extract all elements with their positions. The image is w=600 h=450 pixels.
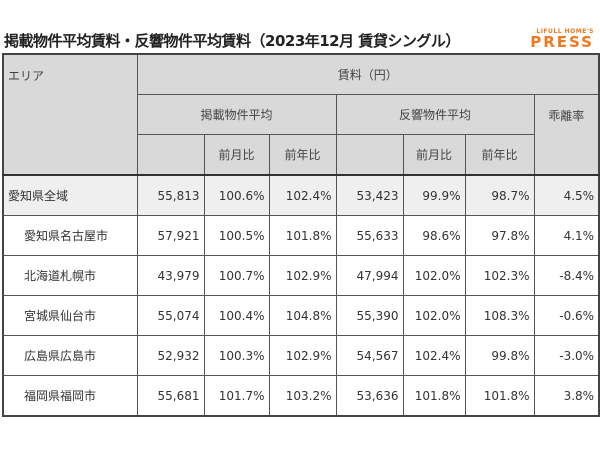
- header-area: エリア: [2, 53, 138, 176]
- cell-response-mom: 102.0%: [402, 295, 466, 336]
- table-row: 福岡県福岡市 55,681 101.7% 103.2% 53,636 101.8% 101.…: [2, 375, 600, 417]
- cell-response-mom: 98.6%: [402, 215, 466, 256]
- header-listed-blank: [136, 134, 205, 176]
- cell-listed-mom: 100.5%: [203, 215, 270, 256]
- cell-response-yoy: 98.7%: [464, 174, 535, 216]
- table-row: 宮城県仙台市 55,074 100.4% 104.8% 55,390 102.0% 108.…: [2, 295, 600, 336]
- cell-area: 愛知県名古屋市: [2, 215, 138, 256]
- lifull-homes-press-logo: LIFULL HOME'S PRESS: [530, 28, 594, 51]
- cell-listed-mom: 100.4%: [203, 295, 270, 336]
- cell-gap: -8.4%: [533, 255, 600, 296]
- cell-gap: 4.1%: [533, 215, 600, 256]
- cell-response-yoy: 99.8%: [464, 335, 535, 376]
- cell-listed-mom: 100.7%: [203, 255, 270, 296]
- cell-response: 47,994: [335, 255, 404, 296]
- header-response-blank: [335, 134, 404, 176]
- cell-listed: 43,979: [136, 255, 205, 296]
- cell-response-mom: 102.0%: [402, 255, 466, 296]
- cell-area: 広島県広島市: [2, 335, 138, 376]
- cell-response-mom: 102.4%: [402, 335, 466, 376]
- table-row: 広島県広島市 52,932 100.3% 102.9% 54,567 102.4% 99.8…: [2, 335, 600, 376]
- cell-area: 北海道札幌市: [2, 255, 138, 296]
- table-row: 北海道札幌市 43,979 100.7% 102.9% 47,994 102.0% 102.…: [2, 255, 600, 296]
- cell-response-yoy: 108.3%: [464, 295, 535, 336]
- cell-listed-mom: 100.3%: [203, 335, 270, 376]
- header-rent: 賃料（円）: [136, 53, 600, 95]
- cell-gap: -3.0%: [533, 335, 600, 376]
- header-gap: 乖離率: [533, 94, 600, 176]
- cell-response: 54,567: [335, 335, 404, 376]
- cell-response-yoy: 97.8%: [464, 215, 535, 256]
- cell-response: 53,636: [335, 375, 404, 417]
- cell-listed: 55,074: [136, 295, 205, 336]
- header-response: 反響物件平均: [335, 94, 535, 135]
- cell-area: 愛知県全域: [2, 174, 138, 216]
- header-response-yoy: 前年比: [464, 134, 535, 176]
- header-listed: 掲載物件平均: [136, 94, 337, 135]
- cell-listed-yoy: 102.9%: [268, 255, 337, 296]
- cell-response-yoy: 102.3%: [464, 255, 535, 296]
- cell-listed-yoy: 101.8%: [268, 215, 337, 256]
- cell-gap: 3.8%: [533, 375, 600, 417]
- cell-area: 福岡県福岡市: [2, 375, 138, 417]
- cell-listed-mom: 101.7%: [203, 375, 270, 417]
- cell-gap: -0.6%: [533, 295, 600, 336]
- cell-gap: 4.5%: [533, 174, 600, 216]
- cell-response-mom: 99.9%: [402, 174, 466, 216]
- rent-table: エリア 賃料（円） 掲載物件平均 反響物件平均 乖離率 前月比 前年比 前月比 …: [2, 53, 600, 417]
- cell-listed: 57,921: [136, 215, 205, 256]
- cell-area: 宮城県仙台市: [2, 295, 138, 336]
- header-response-mom: 前月比: [402, 134, 466, 176]
- logo-small-text: LIFULL HOME'S: [536, 28, 594, 35]
- page-title: 掲載物件平均賃料・反響物件平均賃料（2023年12月 賃貸シングル）: [4, 32, 460, 50]
- cell-response: 55,633: [335, 215, 404, 256]
- cell-listed-yoy: 103.2%: [268, 375, 337, 417]
- cell-response-mom: 101.8%: [402, 375, 466, 417]
- cell-listed-mom: 100.6%: [203, 174, 270, 216]
- cell-response: 55,390: [335, 295, 404, 336]
- table-row: 愛知県全域 55,813 100.6% 102.4% 53,423 99.9% 98.7% 4…: [2, 174, 600, 216]
- cell-listed-yoy: 102.9%: [268, 335, 337, 376]
- header-listed-mom: 前月比: [203, 134, 270, 176]
- cell-listed: 55,813: [136, 174, 205, 216]
- cell-response: 53,423: [335, 174, 404, 216]
- cell-listed: 55,681: [136, 375, 205, 417]
- table-row: 愛知県名古屋市 57,921 100.5% 101.8% 55,633 98.6% 97.8…: [2, 215, 600, 256]
- cell-listed-yoy: 104.8%: [268, 295, 337, 336]
- cell-listed: 52,932: [136, 335, 205, 376]
- logo-big-text: PRESS: [530, 33, 594, 51]
- cell-listed-yoy: 102.4%: [268, 174, 337, 216]
- cell-response-yoy: 101.8%: [464, 375, 535, 417]
- header-listed-yoy: 前年比: [268, 134, 337, 176]
